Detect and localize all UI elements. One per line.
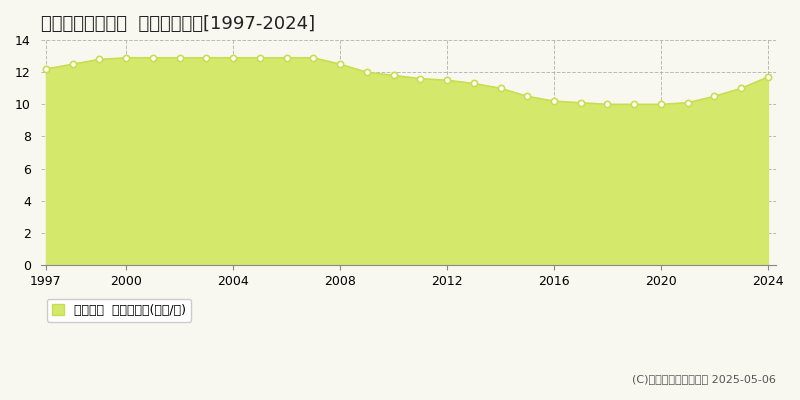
Text: 武雄市武雄町永島  基準地価推移[1997-2024]: 武雄市武雄町永島 基準地価推移[1997-2024] — [41, 15, 314, 33]
Legend: 基準地価  平均坪単価(万円/坪): 基準地価 平均坪単価(万円/坪) — [47, 299, 191, 322]
Text: (C)土地価格ドットコム 2025-05-06: (C)土地価格ドットコム 2025-05-06 — [632, 374, 776, 384]
